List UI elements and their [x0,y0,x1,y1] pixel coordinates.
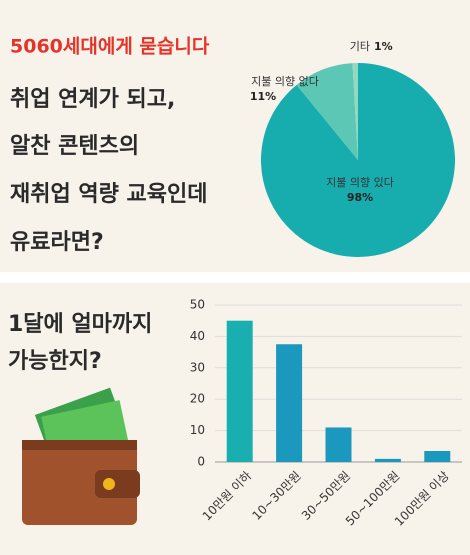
question: 5060세대에게 묻습니다 [10,36,210,58]
bar [374,458,401,462]
pie-slice [352,63,358,160]
y-tick-label: 10 [190,423,205,437]
bar [226,320,253,462]
slice-label: 지불 의향 없다 [251,75,319,88]
headline: 재취업 역량 교육인데 [10,182,207,207]
slice-value: 98% [347,191,373,204]
bar-question: 가능한지? [8,349,102,374]
slice-label: 지불 의향 있다 [326,176,394,189]
slice-value: 1% [374,40,393,53]
y-tick-label: 50 [190,298,205,312]
wallet-icon [22,387,140,525]
y-tick-label: 30 [190,360,205,374]
bar [325,427,352,462]
headline: 취업 연계가 되고, [10,87,175,112]
slice-value: 11% [250,90,276,103]
y-tick-label: 0 [197,455,205,469]
y-tick-label: 40 [190,329,205,343]
y-tick-label: 20 [190,392,205,406]
pie-slice [296,63,358,160]
slice-label: 기타 [350,40,370,53]
bar-question: 1달에 얼마까지 [8,312,152,337]
headline: 유료라면? [10,230,104,255]
bar [276,344,303,462]
bar [424,451,451,462]
pie-slice [260,63,455,257]
headline: 알찬 콘텐츠의 [10,134,139,159]
